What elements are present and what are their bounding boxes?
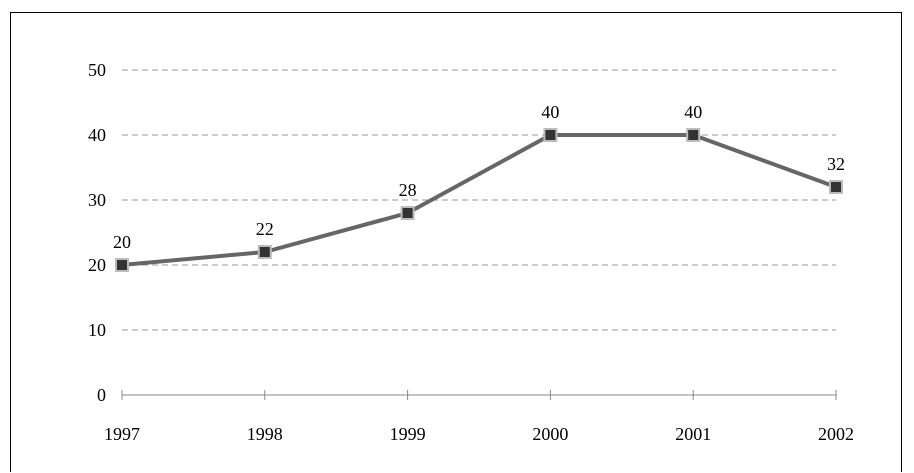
x-axis: 1997 1998 1999 2000 2001 2002 bbox=[104, 390, 854, 444]
data-point-marker bbox=[543, 128, 558, 142]
data-point-marker bbox=[400, 206, 415, 220]
data-label: 20 bbox=[113, 232, 131, 252]
data-label: 40 bbox=[541, 102, 559, 122]
series-line-group bbox=[115, 128, 843, 272]
y-tick-label: 30 bbox=[88, 190, 106, 210]
data-label: 32 bbox=[827, 154, 845, 174]
data-point-marker bbox=[829, 180, 843, 194]
data-label: 40 bbox=[684, 102, 702, 122]
y-axis-tick-labels: 0 10 20 30 40 50 bbox=[88, 60, 106, 405]
chart-frame bbox=[10, 12, 902, 472]
y-tick-label: 40 bbox=[88, 125, 106, 145]
x-tick-label: 1997 bbox=[104, 424, 140, 444]
x-tick-label: 2001 bbox=[675, 424, 711, 444]
y-tick-label: 20 bbox=[88, 255, 106, 275]
data-labels: 20 22 28 40 40 32 bbox=[113, 102, 845, 252]
y-tick-label: 0 bbox=[97, 385, 106, 405]
data-point-marker bbox=[686, 128, 701, 142]
series-line bbox=[121, 133, 837, 267]
data-label: 28 bbox=[399, 180, 417, 200]
x-tick-label: 1999 bbox=[390, 424, 426, 444]
data-point-marker bbox=[115, 258, 129, 272]
x-tick-label: 2000 bbox=[532, 424, 568, 444]
x-tick-label: 1998 bbox=[247, 424, 283, 444]
y-tick-label: 10 bbox=[88, 320, 106, 340]
data-point-marker bbox=[257, 245, 272, 259]
y-tick-label: 50 bbox=[88, 60, 106, 80]
gridlines bbox=[122, 69, 836, 331]
x-tick-label: 2002 bbox=[818, 424, 854, 444]
data-label: 22 bbox=[256, 219, 274, 239]
